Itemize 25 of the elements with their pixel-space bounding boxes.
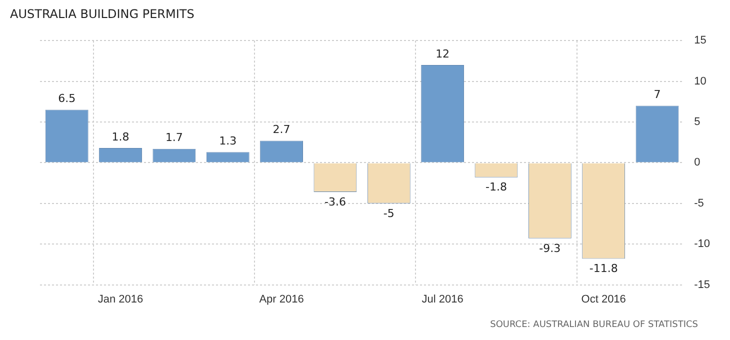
y-tick-label: -15: [694, 278, 710, 291]
y-tick-label: 5: [694, 116, 700, 128]
data-label: 2.7: [272, 123, 290, 136]
x-tick-label: Jul 2016: [422, 293, 464, 306]
data-label: 1.7: [165, 131, 183, 144]
data-label: 6.5: [58, 92, 76, 106]
data-label: -11.8: [589, 262, 618, 276]
data-label: 1.8: [112, 130, 130, 144]
y-tick-label: 0: [694, 156, 700, 169]
data-label: -5: [383, 206, 394, 220]
data-label: 12: [436, 47, 450, 60]
data-label: -9.3: [539, 242, 561, 255]
data-label: 7: [654, 88, 661, 102]
source-note: SOURCE: AUSTRALIAN BUREAU OF STATISTICS: [490, 320, 698, 330]
data-label: -1.8: [486, 180, 507, 194]
y-tick-label: -5: [694, 197, 704, 210]
data-label: -3.6: [324, 195, 346, 208]
y-tick-label: 10: [694, 75, 706, 88]
data-label: 1.3: [219, 134, 237, 148]
chart-title: AUSTRALIA BUILDING PERMITS: [10, 7, 194, 21]
y-tick-label: -10: [694, 238, 710, 250]
x-tick-label: Apr 2016: [259, 293, 304, 306]
x-tick-label: Jan 2016: [98, 293, 144, 306]
y-tick-label: 15: [694, 34, 706, 47]
x-tick-label: Oct 2016: [581, 293, 626, 306]
